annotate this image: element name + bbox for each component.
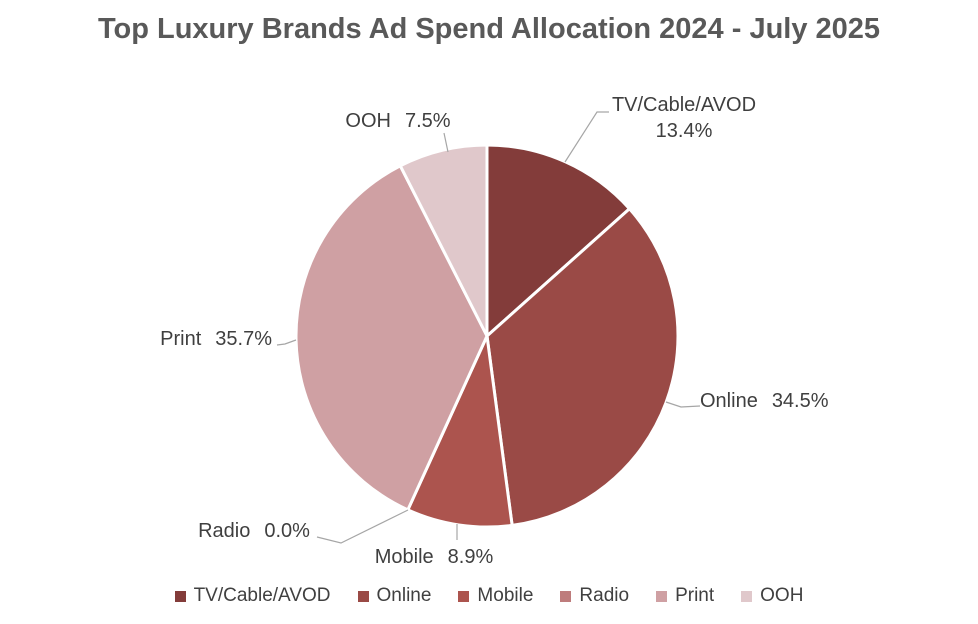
pie-label-value: 13.4% (655, 120, 713, 142)
legend-label: OOH (760, 585, 804, 606)
pie-label-mobile: Mobile 8.9% (375, 544, 494, 570)
pie-label-category: OOH (345, 110, 391, 132)
pie-label-value: 0.0% (264, 520, 310, 542)
pie-slice-ooh (398, 143, 489, 338)
legend-item-radio: Radio (560, 585, 629, 607)
leader-line-tv-cable-avod (564, 111, 609, 163)
leader-line-radio (316, 509, 409, 544)
pie-label-category: Online (700, 390, 758, 412)
legend-swatch-icon (560, 590, 572, 602)
pie-label-category: Print (160, 328, 202, 350)
chart-title: Top Luxury Brands Ad Spend Allocation 20… (97, 13, 881, 45)
legend-label: TV/Cable/AVOD (193, 585, 331, 606)
legend-swatch-icon (357, 590, 369, 602)
leader-line-ooh (443, 132, 449, 153)
pie-label-value: 7.5% (404, 110, 451, 132)
pie-label-online: Online 34.5% (700, 388, 829, 414)
legend-swatch-icon (656, 590, 668, 602)
pie-label-value: 35.7% (215, 328, 272, 350)
pie-slice-mobile (406, 334, 514, 529)
legend-swatch-icon (741, 590, 753, 602)
legend-swatch-icon (458, 590, 470, 602)
pie-label-category: Radio (198, 520, 251, 542)
pie-label-category: TV/Cable/AVOD (611, 94, 757, 116)
leader-line-print (276, 339, 297, 346)
chart-legend: TV/Cable/AVOD Online Mobile Radio Print OOH (0, 585, 978, 607)
legend-label: Online (376, 585, 432, 606)
legend-item-online: Online (357, 585, 432, 607)
pie-label-value: 34.5% (771, 390, 829, 412)
legend-item-tv-cable-avod: TV/Cable/AVOD (174, 585, 331, 607)
legend-label: Print (675, 585, 715, 606)
pie-label-ooh: OOH 7.5% (345, 108, 450, 134)
pie-label-print: Print 35.7% (160, 326, 272, 352)
legend-item-print: Print (656, 585, 714, 607)
legend-label: Radio (579, 585, 630, 606)
legend-item-mobile: Mobile (458, 585, 533, 607)
leader-line-online (665, 401, 701, 408)
pie-label-category: Mobile (374, 546, 434, 568)
legend-item-ooh: OOH (741, 585, 803, 607)
pie-label-tv-cable-avod: TV/Cable/AVOD 13.4% (612, 92, 756, 144)
legend-label: Mobile (477, 585, 534, 606)
legend-swatch-icon (174, 590, 186, 602)
pie-label-radio: Radio 0.0% (198, 518, 310, 544)
pie-label-value: 8.9% (447, 546, 494, 568)
